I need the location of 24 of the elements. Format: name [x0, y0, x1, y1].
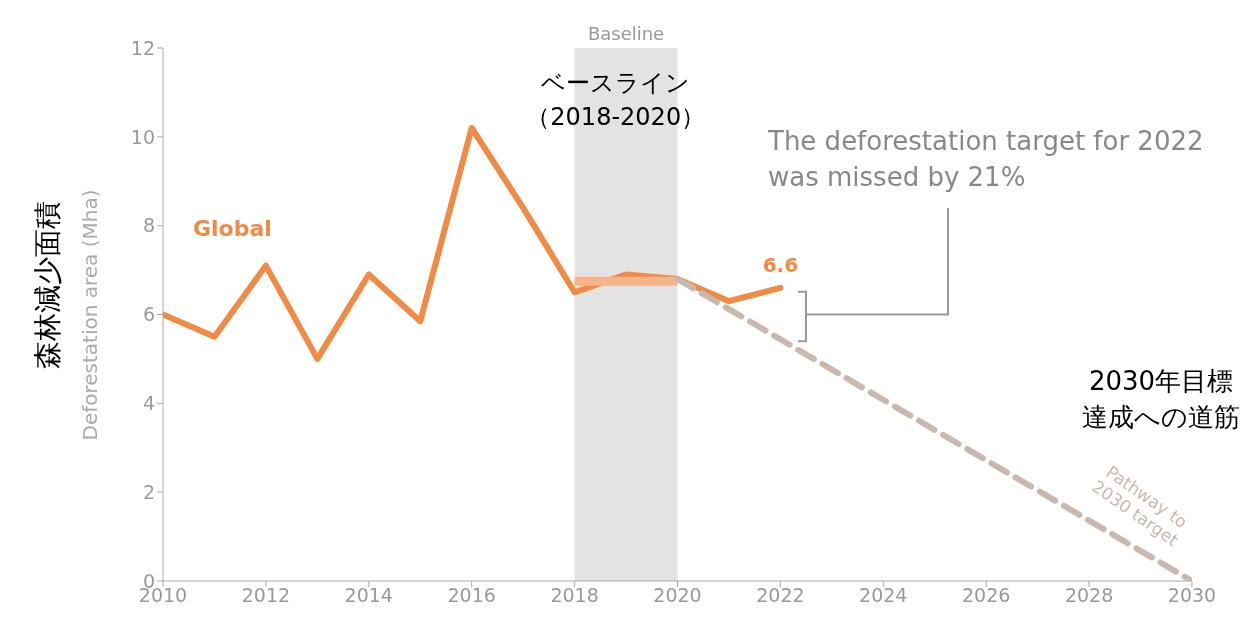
y-tick-label: 4	[142, 392, 155, 415]
x-tick-label: 2022	[756, 584, 805, 607]
y-tick-label: 12	[130, 36, 155, 59]
x-tick-label: 2012	[241, 584, 291, 607]
x-tick-label: 2030	[1167, 584, 1217, 607]
x-tick-label: 2016	[447, 584, 496, 607]
x-tick-label: 2014	[344, 584, 393, 607]
x-tick-label: 2018	[550, 584, 599, 607]
series-label: Global	[193, 215, 272, 241]
band-label: Baseline	[587, 23, 665, 44]
y-axis-title: Deforestation area (Mha)	[78, 188, 102, 441]
y-tick-label: 10	[130, 125, 155, 148]
y-tick-label: 2	[142, 480, 155, 503]
y-tick-label: 6	[142, 303, 155, 326]
x-tick-label: 2028	[1064, 584, 1114, 607]
annotation: The deforestation target for 2022 was missed by 21%	[768, 125, 1205, 194]
y-tick-label: 8	[142, 214, 155, 237]
annotation: ベースライン（2018-2020）	[525, 68, 707, 133]
x-tick-label: 2026	[962, 584, 1011, 607]
data-label: 6.6	[762, 252, 799, 277]
text: 森林減少面積	[30, 200, 65, 369]
annotation: 2030年目標達成への道筋	[1081, 365, 1241, 434]
x-tick-label: 2024	[859, 584, 908, 607]
x-tick-label: 2020	[653, 584, 702, 607]
